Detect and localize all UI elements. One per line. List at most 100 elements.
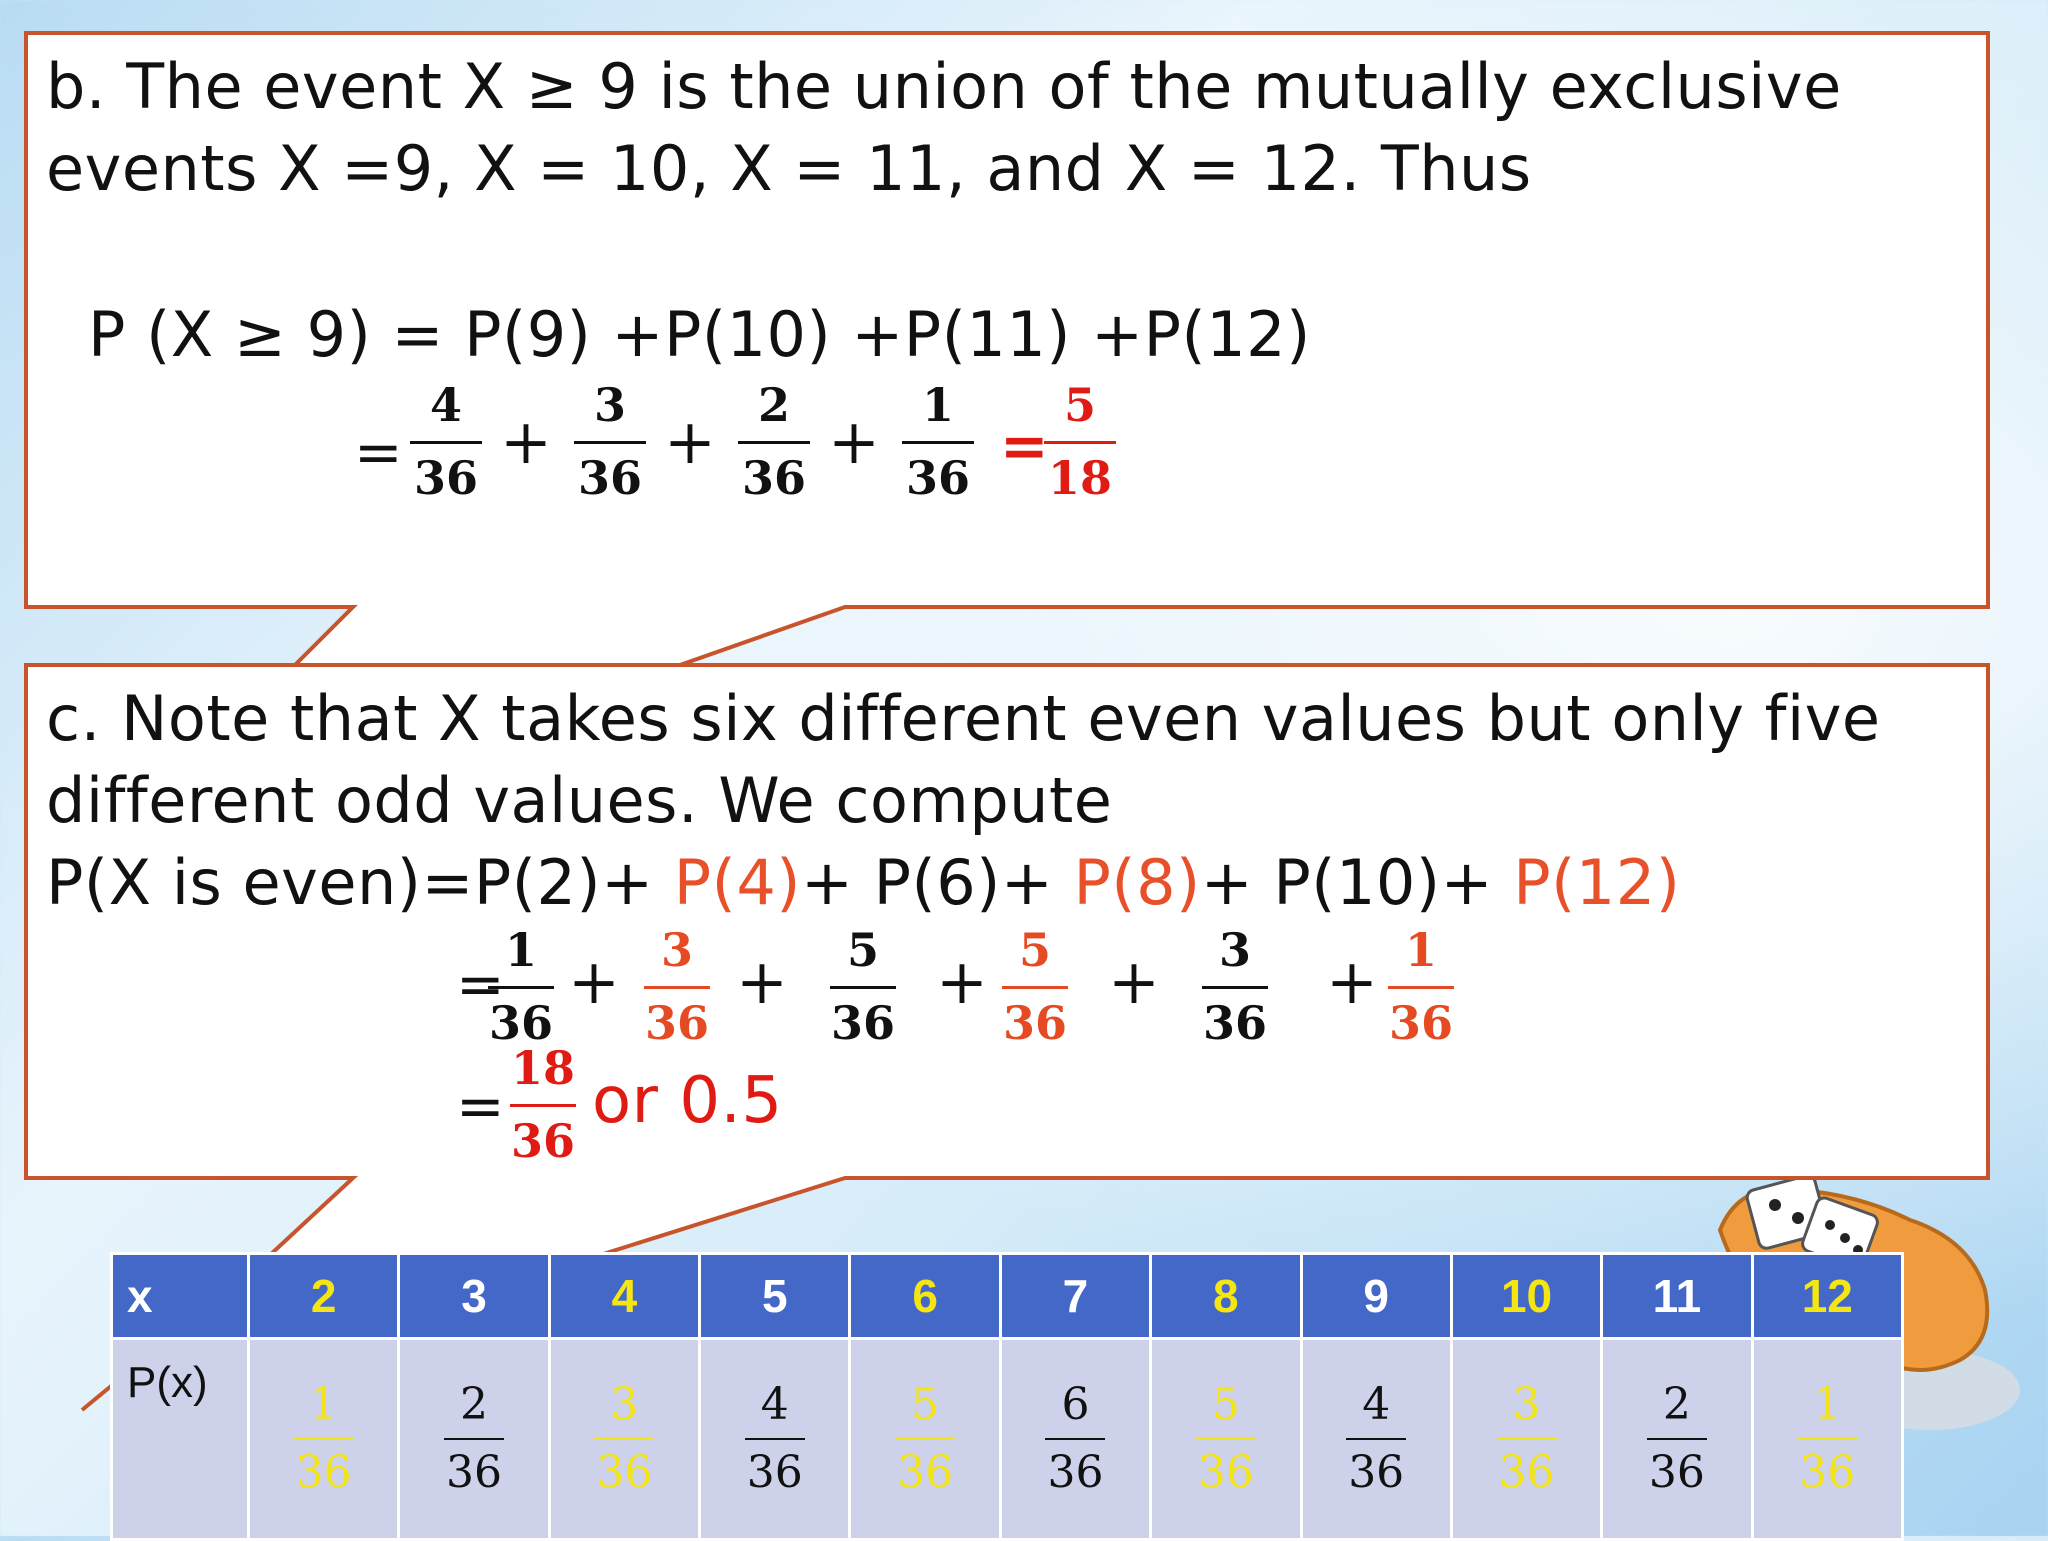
numerator: 3 bbox=[1218, 923, 1251, 977]
part-b-fraction-3: 2 36 bbox=[738, 375, 810, 508]
numerator: 3 bbox=[1512, 1379, 1541, 1430]
numerator: 5 bbox=[846, 923, 879, 977]
denominator: 36 bbox=[746, 1447, 803, 1498]
plus-sign: + bbox=[1108, 945, 1160, 1018]
probability-cell: 5 36 bbox=[1152, 1340, 1300, 1538]
numerator: 1 bbox=[1404, 923, 1437, 977]
numerator: 6 bbox=[1061, 1379, 1090, 1430]
plus-sign: + bbox=[936, 945, 988, 1018]
denominator: 36 bbox=[413, 451, 478, 505]
denominator: 36 bbox=[596, 1447, 653, 1498]
part-b-equals: = bbox=[354, 418, 403, 486]
numerator: 4 bbox=[429, 378, 462, 432]
plus-sign: + bbox=[500, 405, 552, 478]
plus-sign: + bbox=[568, 945, 620, 1018]
part-c-fraction-1: 1 36 bbox=[488, 920, 554, 1053]
numerator: 5 bbox=[1018, 923, 1051, 977]
numerator: 2 bbox=[460, 1379, 489, 1430]
part-b-fraction-1: 4 36 bbox=[410, 375, 482, 508]
probability-cell: 5 36 bbox=[851, 1340, 999, 1538]
formula-mid-2: + P(10)+ bbox=[1200, 846, 1514, 919]
probability-cell: 4 36 bbox=[701, 1340, 849, 1538]
probability-cell: 3 36 bbox=[550, 1340, 699, 1538]
denominator: 36 bbox=[1648, 1447, 1705, 1498]
part-c-line-2: different odd values. We compute bbox=[46, 764, 1113, 837]
denominator: 36 bbox=[741, 451, 806, 505]
x-value: 7 bbox=[1001, 1255, 1150, 1337]
part-c-fraction-4: 5 36 bbox=[1002, 920, 1068, 1053]
denominator: 36 bbox=[905, 451, 970, 505]
numerator: 5 bbox=[911, 1379, 940, 1430]
part-c-sum-fraction: 18 36 bbox=[510, 1038, 576, 1171]
x-value: 3 bbox=[400, 1255, 548, 1337]
part-c-fraction-3: 5 36 bbox=[830, 920, 896, 1053]
numerator: 3 bbox=[593, 378, 626, 432]
probability-table: x 2 3 4 5 6 7 8 9 10 11 12 P(x) 1 36 2 36 … bbox=[110, 1252, 1904, 1541]
numerator: 1 bbox=[309, 1379, 338, 1430]
denominator: 36 bbox=[510, 1114, 575, 1168]
term-p8: P(8) bbox=[1073, 846, 1201, 919]
x-label: x bbox=[113, 1255, 247, 1337]
denominator: 36 bbox=[1799, 1447, 1856, 1498]
probability-cell: 1 36 bbox=[250, 1340, 398, 1538]
denominator: 36 bbox=[830, 996, 895, 1050]
numerator: 3 bbox=[610, 1379, 639, 1430]
part-c-sum-text: or 0.5 bbox=[592, 1064, 783, 1138]
numerator: 18 bbox=[510, 1041, 575, 1095]
plus-sign: + bbox=[1326, 945, 1378, 1018]
term-p12: P(12) bbox=[1513, 846, 1681, 919]
term-p4: P(4) bbox=[673, 846, 801, 919]
plus-sign: + bbox=[664, 405, 716, 478]
probability-cell: 3 36 bbox=[1452, 1340, 1601, 1538]
part-c-fraction-2: 3 36 bbox=[644, 920, 710, 1053]
part-c-line-1: c. Note that X takes six different even … bbox=[46, 682, 1881, 755]
denominator: 36 bbox=[577, 451, 642, 505]
part-c-fraction-6: 1 36 bbox=[1388, 920, 1454, 1053]
numerator: 4 bbox=[760, 1379, 789, 1430]
x-value: 11 bbox=[1603, 1255, 1751, 1337]
numerator: 1 bbox=[504, 923, 537, 977]
denominator: 36 bbox=[1348, 1447, 1405, 1498]
part-b-fraction-4: 1 36 bbox=[902, 375, 974, 508]
denominator: 36 bbox=[1388, 996, 1453, 1050]
numerator: 1 bbox=[921, 378, 954, 432]
part-b-line-1: b. The event X ≥ 9 is the union of the m… bbox=[46, 50, 1842, 123]
numerator: 5 bbox=[1063, 378, 1096, 432]
numerator: 1 bbox=[1813, 1379, 1842, 1430]
part-b-line-2: events X =9, X = 10, X = 11, and X = 12.… bbox=[46, 132, 1532, 205]
probability-cell: 2 36 bbox=[1603, 1340, 1751, 1538]
part-c-sum-equals: = bbox=[456, 1072, 505, 1140]
denominator: 36 bbox=[1197, 1447, 1254, 1498]
numerator: 2 bbox=[757, 378, 790, 432]
x-value: 10 bbox=[1452, 1255, 1601, 1337]
denominator: 18 bbox=[1047, 451, 1112, 505]
x-value: 9 bbox=[1302, 1255, 1450, 1337]
x-value: 4 bbox=[550, 1255, 699, 1337]
numerator: 4 bbox=[1362, 1379, 1391, 1430]
denominator: 36 bbox=[1498, 1447, 1555, 1498]
denominator: 36 bbox=[446, 1447, 503, 1498]
part-b-formula: P (X ≥ 9) = P(9) +P(10) +P(11) +P(12) bbox=[88, 298, 1311, 371]
denominator: 36 bbox=[1002, 996, 1067, 1050]
denominator: 36 bbox=[897, 1447, 954, 1498]
p-label: P(x) bbox=[113, 1340, 247, 1538]
part-b-fraction-2: 3 36 bbox=[574, 375, 646, 508]
x-value: 5 bbox=[701, 1255, 849, 1337]
probability-cell: 2 36 bbox=[400, 1340, 548, 1538]
table-header-row: x 2 3 4 5 6 7 8 9 10 11 12 bbox=[113, 1255, 1901, 1337]
numerator: 3 bbox=[660, 923, 693, 977]
part-c-formula: P(X is even)=P(2)+ P(4)+ P(6)+ P(8)+ P(1… bbox=[46, 842, 1680, 924]
denominator: 36 bbox=[1047, 1447, 1104, 1498]
denominator: 36 bbox=[644, 996, 709, 1050]
formula-mid-1: + P(6)+ bbox=[801, 846, 1074, 919]
denominator: 36 bbox=[295, 1447, 352, 1498]
probability-cell: 1 36 bbox=[1753, 1340, 1901, 1538]
denominator: 36 bbox=[1202, 996, 1267, 1050]
part-b-result-fraction: 5 18 bbox=[1044, 375, 1116, 508]
plus-sign: + bbox=[828, 405, 880, 478]
x-value: 2 bbox=[250, 1255, 398, 1337]
x-value: 12 bbox=[1753, 1255, 1901, 1337]
part-c-equals: = bbox=[456, 950, 505, 1018]
table-probability-row: P(x) 1 36 2 36 3 36 4 36 5 36 6 36 5 36 4 36 3 36… bbox=[113, 1340, 1901, 1538]
